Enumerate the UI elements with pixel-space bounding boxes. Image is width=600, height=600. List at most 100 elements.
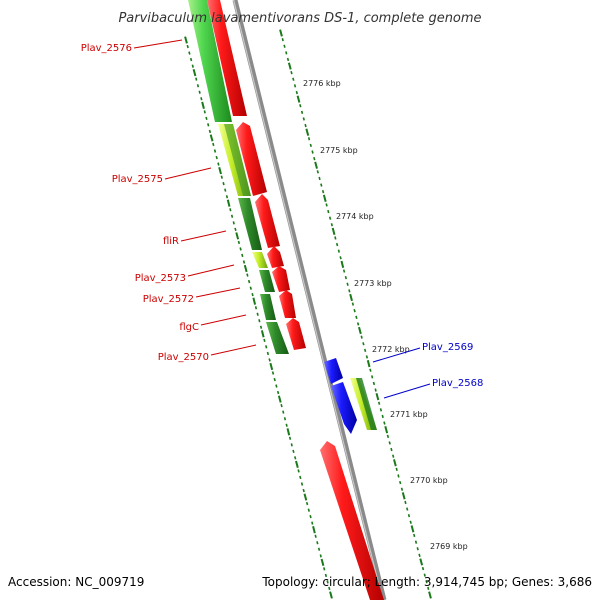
left-track-tick: [251, 293, 254, 297]
right-track-tick: [369, 368, 372, 372]
red-feature-1[interactable]: [207, 0, 247, 116]
gene-label-flir[interactable]: fliR: [163, 236, 179, 247]
gene-label-plav-2572[interactable]: Plav_2572: [143, 294, 194, 305]
gene-bar-plav-2573[interactable]: [252, 252, 268, 268]
right-track-tick: [384, 426, 389, 434]
left-track-tick: [266, 351, 270, 356]
left-track-tick: [277, 395, 282, 403]
blue-feature-2[interactable]: [331, 382, 357, 434]
gene-bar-flir[interactable]: [238, 198, 262, 250]
right-track-tick: [358, 326, 362, 335]
right-track-tick: [337, 249, 340, 253]
red-feature-7[interactable]: [286, 318, 306, 350]
right-track-tick: [322, 194, 327, 202]
left-track-tick: [323, 567, 326, 571]
red-feature-2[interactable]: [236, 122, 267, 196]
gene-bar-plav-2572[interactable]: [259, 270, 275, 292]
left-track-tick: [317, 547, 321, 551]
leader-line-plav-2569: [372, 347, 421, 363]
left-gene-labels: Plav_2576 Plav_2575 fliR Plav_2573 Plav_…: [81, 39, 257, 363]
left-track-tick: [226, 199, 231, 207]
gene-bar-plav-2570[interactable]: [266, 322, 289, 354]
right-track-tick: [404, 500, 407, 505]
red-feature-4[interactable]: [267, 246, 284, 268]
right-track-tick: [334, 236, 337, 240]
left-track-tick: [302, 488, 305, 493]
right-track-tick: [325, 203, 328, 207]
left-track-tick: [224, 188, 227, 192]
right-track-tick: [318, 176, 321, 181]
right-track-tick: [413, 533, 416, 538]
left-track-tick: [198, 90, 201, 94]
right-track-tick: [353, 308, 356, 313]
left-track-tick: [292, 449, 295, 453]
gene-features-blue: [324, 358, 357, 434]
right-track-tick: [321, 189, 325, 194]
left-track-tick: [268, 358, 271, 362]
right-track-tick: [304, 123, 307, 128]
right-track-tick: [383, 421, 386, 425]
summary-text: Topology: circular; Length: 3,914,745 bp…: [261, 575, 592, 589]
left-track-tick: [209, 134, 214, 142]
red-feature-8[interactable]: [320, 441, 384, 600]
gene-label-plav-2573[interactable]: Plav_2573: [135, 273, 186, 284]
gene-bar-flgc[interactable]: [260, 294, 276, 320]
right-track-tick: [311, 150, 314, 154]
right-track-tick: [407, 514, 411, 518]
left-track-tick: [288, 436, 292, 440]
left-track-tick: [275, 384, 278, 388]
left-track-tick: [249, 286, 252, 290]
right-track-tick: [390, 447, 393, 452]
left-track-tick: [247, 279, 251, 284]
left-track-tick: [282, 410, 285, 414]
right-track-tick: [419, 558, 424, 566]
right-track-tick: [395, 467, 398, 472]
left-track-tick: [314, 534, 317, 538]
kbp-label-2772: 2772 kbp: [372, 345, 410, 354]
right-track-tick: [340, 260, 345, 269]
left-track-tick: [273, 377, 276, 382]
left-track-tick: [320, 558, 325, 566]
left-track-tick: [309, 515, 312, 519]
left-track-tick: [259, 325, 263, 329]
left-track-tick: [294, 456, 297, 460]
right-track-tick: [365, 355, 369, 359]
gene-label-plav-2575[interactable]: Plav_2575: [112, 174, 163, 185]
red-feature-3[interactable]: [255, 194, 280, 248]
right-track-tick: [293, 84, 297, 88]
left-track-tick: [276, 390, 280, 395]
gene-bar-plav-2569[interactable]: [324, 358, 343, 384]
left-track-tick: [303, 493, 308, 501]
right-track-tick: [421, 566, 425, 571]
right-track-tick: [307, 137, 311, 141]
right-track-tick: [286, 57, 290, 62]
left-track-tick: [299, 475, 302, 480]
left-track-tick: [254, 306, 258, 310]
red-feature-5[interactable]: [272, 266, 290, 292]
right-track-tick: [381, 414, 384, 419]
gene-bar-plav-2575-b[interactable]: [224, 124, 251, 196]
gene-label-flgc[interactable]: flgC: [179, 322, 199, 333]
left-track-tick: [258, 319, 261, 323]
gene-label-plav-2570[interactable]: Plav_2570: [158, 352, 209, 363]
right-track-tick: [320, 183, 323, 187]
gene-label-plav-2576[interactable]: Plav_2576: [81, 43, 132, 54]
gene-label-plav-2569[interactable]: Plav_2569: [422, 342, 473, 353]
leader-line-plav-2575: [164, 167, 212, 180]
left-track-tick: [295, 460, 299, 469]
left-track-tick: [232, 221, 235, 225]
left-track-tick: [324, 573, 328, 578]
left-track-tick: [234, 227, 237, 231]
right-track-tick: [428, 591, 432, 599]
gene-bar-plav-2576[interactable]: [188, 0, 232, 122]
red-feature-6[interactable]: [279, 290, 296, 318]
left-track-tick: [285, 423, 288, 427]
left-track-tick: [220, 175, 223, 179]
right-track-tick: [339, 256, 342, 260]
left-track-tick: [203, 110, 206, 114]
left-track-tick: [215, 155, 218, 160]
kbp-label-2773: 2773 kbp: [354, 279, 392, 288]
gene-bar-plav-2568-b[interactable]: [356, 378, 377, 430]
gene-label-plav-2568[interactable]: Plav_2568: [432, 378, 483, 389]
right-track-tick: [362, 342, 365, 346]
